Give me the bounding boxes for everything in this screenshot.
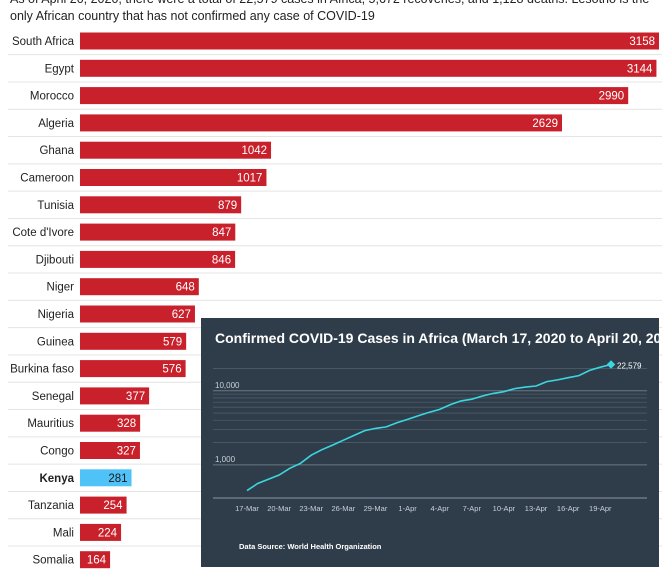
category-label: Ghana (39, 145, 74, 157)
category-label: Algeria (38, 118, 74, 130)
value-label: 2990 (599, 91, 625, 103)
bar-mali (80, 523, 122, 541)
value-label: 1017 (237, 173, 263, 185)
bar-niger (80, 278, 199, 296)
bar-burkina-faso (80, 360, 186, 378)
category-label: Kenya (39, 473, 74, 485)
bar-mauritius (80, 414, 141, 432)
x-tick-label: 19-Apr (589, 504, 612, 513)
value-label: 328 (117, 418, 136, 430)
bar-tanzania (80, 496, 127, 514)
value-label: 327 (117, 446, 136, 458)
category-label: Nigeria (38, 309, 75, 321)
value-label: 281 (108, 473, 127, 485)
category-label: Mauritius (27, 418, 74, 430)
value-label: 3158 (629, 36, 655, 48)
category-label: Egypt (45, 63, 75, 75)
category-label: Senegal (32, 391, 74, 403)
category-label: Cote d'Ivore (12, 227, 74, 239)
category-label: Niger (47, 282, 75, 294)
category-label: Djibouti (36, 254, 74, 266)
x-tick-label: 13-Apr (525, 504, 548, 513)
value-label: 377 (126, 391, 145, 403)
bar-cameroon (80, 169, 267, 186)
bar-ghana (80, 141, 272, 159)
series-line (246, 363, 612, 492)
x-tick-label: 26-Mar (331, 504, 355, 513)
bar-senegal (80, 387, 150, 405)
bar-algeria (80, 114, 563, 132)
bar-morocco (80, 87, 629, 105)
category-label: Congo (40, 446, 74, 458)
x-tick-label: 7-Apr (463, 504, 482, 513)
value-label: 164 (87, 555, 107, 567)
data-source-note: Data Source: World Health Organization (239, 542, 382, 551)
x-tick-label: 10-Apr (493, 504, 516, 513)
bar-kenya (80, 469, 132, 487)
line-chart-plot: 1,000 10,000 17-Mar 20-Mar 23-Mar 26-Mar 29-Ma… (213, 360, 647, 513)
value-label: 847 (212, 227, 231, 239)
bar-cote-d-ivore (80, 223, 236, 241)
x-tick-label: 20-Mar (267, 504, 291, 513)
category-label: Tunisia (37, 200, 74, 212)
value-label: 224 (98, 527, 118, 539)
bar-guinea (80, 332, 187, 350)
value-label: 3144 (627, 63, 653, 75)
value-label: 576 (162, 364, 181, 376)
bar-egypt (80, 59, 657, 77)
bar-congo (80, 442, 140, 459)
value-label: 648 (176, 282, 195, 294)
category-label: Guinea (37, 336, 75, 348)
bar-south-africa (80, 32, 659, 50)
value-label: 846 (212, 254, 231, 266)
value-label: 2629 (532, 118, 558, 130)
value-label: 1042 (241, 145, 267, 157)
value-label: 879 (218, 200, 237, 212)
x-tick-label: 16-Apr (557, 504, 580, 513)
x-tick-label: 17-Mar (235, 504, 259, 513)
category-label: Cameroon (20, 173, 74, 185)
value-label: 627 (172, 309, 191, 321)
category-label: Burkina faso (10, 364, 74, 376)
end-value-label: 22,579 (617, 362, 642, 371)
value-label: 254 (103, 500, 123, 512)
inset-line-chart: 1,000 10,000 17-Mar 20-Mar 23-Mar 26-Mar 29-Ma… (201, 318, 670, 567)
x-tick-label: 4-Apr (431, 504, 450, 513)
x-tick-label: 29-Mar (364, 504, 388, 513)
bar-djibouti (80, 250, 236, 268)
bar-somalia (80, 551, 111, 569)
bar-nigeria (80, 305, 195, 323)
x-tick-label: 1-Apr (398, 504, 417, 513)
category-label: Tanzania (28, 500, 75, 512)
y-tick-label: 10,000 (215, 381, 240, 390)
category-label: Mali (53, 527, 74, 539)
y-tick-label: 1,000 (215, 455, 236, 464)
category-label: Somalia (32, 555, 74, 567)
bar-tunisia (80, 196, 242, 214)
value-label: 579 (163, 336, 182, 348)
chart-subtitle: As of April 20, 2020, there were a total… (10, 0, 649, 23)
inset-chart-title: Confirmed COVID-19 Cases in Africa (Marc… (215, 330, 670, 346)
x-tick-label: 23-Mar (299, 504, 323, 513)
category-label: South Africa (12, 36, 75, 48)
end-point-marker (606, 360, 616, 369)
category-label: Morocco (30, 91, 74, 103)
